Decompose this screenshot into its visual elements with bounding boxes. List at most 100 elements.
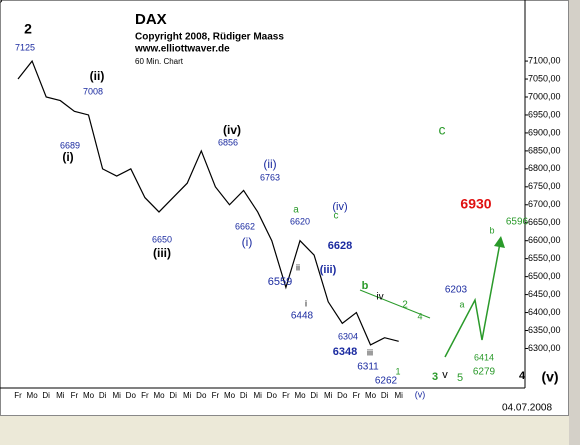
wave-label: a (293, 205, 299, 216)
wave-label: ii (296, 262, 300, 272)
x-tick-label: Mi (394, 391, 403, 400)
wave-label: 6930 (460, 196, 491, 212)
wave-label: 1 (395, 366, 400, 376)
x-tick-label: Do (267, 391, 278, 400)
wave-label: 7008 (83, 86, 103, 96)
x-tick-label: Do (196, 391, 207, 400)
y-tick-label: 7050,00 (528, 73, 561, 83)
wave-label: 7125 (15, 42, 35, 52)
status-bar (0, 416, 569, 445)
y-tick-label: 6750,00 (528, 181, 561, 191)
date-label: 04.07.2008 (502, 403, 552, 414)
x-tick-label: Mo (83, 391, 95, 400)
wave-label: 3 (0, 0, 3, 4)
x-tick-label: Fr (353, 391, 361, 400)
x-tick-label: Mo (153, 391, 165, 400)
x-tick-label: Mi (324, 391, 333, 400)
x-tick-label: Mi (112, 391, 121, 400)
wave-label: 6620 (290, 216, 310, 226)
wave-label: (v) (415, 389, 426, 399)
y-tick-label: 6350,00 (528, 325, 561, 335)
y-tick-label: 6400,00 (528, 307, 561, 317)
x-tick-label: Di (310, 391, 318, 400)
x-tick-label: Di (42, 391, 50, 400)
channel (359, 289, 431, 319)
wave-label: iii (367, 347, 373, 357)
x-tick-label: Di (99, 391, 107, 400)
wave-label: 6662 (235, 221, 255, 231)
x-tick-label: Fr (212, 391, 220, 400)
wave-label: 6348 (333, 346, 357, 358)
wave-label: 4 (519, 370, 526, 382)
wave-label: (iii) (320, 264, 337, 276)
x-tick-label: Mo (27, 391, 39, 400)
x-tick-label: Di (240, 391, 248, 400)
y-tick-label: 6550,00 (528, 253, 561, 263)
subtitle: www.elliottwaver.de (134, 44, 230, 55)
projection-arrow (494, 236, 505, 248)
scrollbar (569, 0, 580, 445)
wave-label: 6304 (338, 331, 358, 341)
subtitle: 60 Min. Chart (135, 57, 184, 66)
y-tick-label: 6950,00 (528, 109, 561, 119)
frame (0, 0, 569, 416)
wave-label: 6279 (473, 367, 496, 378)
wave-label: 6628 (328, 240, 352, 252)
wave-label: 5 (457, 372, 463, 384)
wave-label: v (442, 369, 448, 381)
x-tick-label: Mi (56, 391, 65, 400)
subtitle: Copyright 2008, Rüdiger Maass (135, 32, 284, 43)
wave-label: (i) (242, 235, 253, 249)
x-tick-label: Do (126, 391, 137, 400)
wave-label: (iii) (153, 246, 171, 260)
y-tick-label: 6300,00 (528, 343, 561, 353)
wave-label: 6689 (60, 140, 80, 150)
x-tick-label: Mo (224, 391, 236, 400)
y-tick-label: 7100,00 (528, 55, 561, 65)
x-tick-label: Fr (14, 391, 22, 400)
wave-label: iv (376, 292, 383, 303)
wave-label: a (459, 299, 464, 309)
x-tick-label: Mo (365, 391, 377, 400)
wave-label: 2 (402, 300, 408, 311)
wave-label: 6448 (291, 311, 314, 322)
y-tick-label: 6650,00 (528, 217, 561, 227)
x-tick-label: Do (337, 391, 348, 400)
x-tick-label: Fr (71, 391, 79, 400)
y-tick-label: 6850,00 (528, 145, 561, 155)
wave-label: 6262 (375, 376, 398, 387)
projection (444, 242, 501, 358)
wave-label: 3 (432, 371, 438, 383)
wave-label: 6203 (445, 285, 468, 296)
x-tick-label: Mi (183, 391, 192, 400)
wave-label: 2 (24, 21, 32, 37)
y-tick-label: 6900,00 (528, 127, 561, 137)
x-tick-label: Mo (294, 391, 306, 400)
wave-label: c (439, 122, 446, 138)
price-line (17, 59, 399, 346)
wave-label: b (362, 280, 369, 292)
x-tick-label: Fr (141, 391, 149, 400)
wave-label: b (489, 225, 494, 235)
y-tick-label: 6700,00 (528, 199, 561, 209)
wave-label: 6763 (260, 172, 280, 182)
x-tick-label: Di (169, 391, 177, 400)
wave-label: (ii) (90, 69, 105, 83)
wave-label: (iv) (223, 123, 241, 137)
x-tick-label: Mi (253, 391, 262, 400)
chart-title: DAX (135, 11, 167, 28)
wave-label: 6650 (152, 234, 172, 244)
x-tick-label: Di (381, 391, 389, 400)
wave-label: (i) (62, 150, 73, 164)
wave-label: i (305, 298, 307, 308)
wave-label: 6559 (268, 276, 292, 288)
y-tick-label: 6500,00 (528, 271, 561, 281)
y-tick-label: 6450,00 (528, 289, 561, 299)
wave-label: 4 (417, 311, 422, 321)
y-tick-label: 6600,00 (528, 235, 561, 245)
x-tick-label: Fr (282, 391, 290, 400)
wave-label: 6311 (357, 362, 379, 373)
wave-label: 6856 (218, 137, 238, 147)
wave-label: (v) (541, 369, 558, 385)
